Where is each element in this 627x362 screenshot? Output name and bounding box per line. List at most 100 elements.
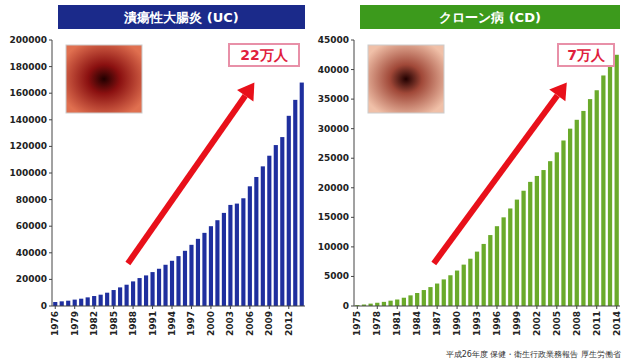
bar (267, 156, 271, 306)
bar (468, 259, 472, 306)
bar (138, 278, 142, 306)
bar (73, 300, 77, 306)
x-tick-label: 1997 (186, 311, 196, 336)
y-tick-label: 20000 (16, 274, 47, 284)
bar (382, 302, 386, 306)
y-tick-label: 0 (343, 301, 349, 311)
bars (355, 55, 619, 306)
bar (555, 152, 559, 306)
x-tick-label: 2008 (572, 311, 582, 336)
x-tick (191, 306, 192, 309)
y-tick-label: 25000 (318, 153, 349, 163)
bar (408, 295, 412, 306)
bar (293, 100, 297, 306)
bar (235, 204, 239, 306)
x-tick (477, 306, 478, 309)
arrow (434, 95, 558, 263)
y-tick-label: 5000 (324, 271, 349, 281)
x-tick (210, 306, 211, 309)
x-tick-label: 2000 (206, 311, 216, 336)
bar (488, 235, 492, 306)
bar (482, 244, 486, 306)
x-tick (74, 306, 75, 309)
bar (402, 298, 406, 306)
bar (568, 129, 572, 306)
y-tick-label: 20000 (318, 183, 349, 193)
x-tick-label: 1982 (89, 311, 99, 336)
bar (528, 182, 532, 306)
annotation-box (558, 44, 614, 66)
x-tick-label: 2011 (592, 311, 602, 336)
y-tick (49, 199, 52, 200)
bar (241, 198, 245, 306)
x-tick-label: 1988 (128, 311, 138, 336)
x-tick (536, 306, 537, 309)
bar (280, 137, 284, 306)
bar (53, 302, 57, 306)
bar (388, 301, 392, 306)
y-tick-label: 0 (41, 301, 47, 311)
bar (521, 191, 525, 306)
y-tick-label: 60000 (16, 221, 47, 231)
x-tick-label: 1979 (70, 311, 80, 336)
y-tick-label: 140000 (9, 115, 47, 125)
x-axis (52, 306, 305, 307)
x-tick (357, 306, 358, 309)
photo (66, 45, 142, 113)
arrow-head (237, 83, 254, 102)
bar (535, 176, 539, 306)
bar (99, 295, 103, 306)
y-tick (49, 93, 52, 94)
y-tick-label: 160000 (9, 88, 47, 98)
annotation: 7万人 (567, 47, 606, 63)
y-tick-label: 200000 (9, 35, 47, 45)
y-tick (49, 279, 52, 280)
bar (215, 220, 219, 306)
bar (442, 279, 446, 306)
x-tick (576, 306, 577, 309)
y-axis (354, 40, 355, 306)
y-tick-label: 45000 (318, 35, 349, 45)
bar (86, 297, 90, 306)
y-tick (49, 119, 52, 120)
panel: クローン病 (CD)050001000015000200002500030000… (318, 5, 622, 336)
photo (368, 45, 444, 113)
bar (601, 75, 605, 306)
bar (588, 99, 592, 306)
y-tick (351, 217, 354, 218)
canvas: 潰瘍性大腸炎 (UC)02000040000600008000010000012… (0, 0, 627, 362)
annotation-box (229, 44, 299, 66)
y-tick (49, 40, 52, 41)
bar (209, 226, 213, 306)
x-tick (417, 306, 418, 309)
x-tick (516, 306, 517, 309)
bar (150, 272, 154, 306)
y-tick (49, 173, 52, 174)
annotation: 22万人 (240, 47, 288, 63)
bar (462, 265, 466, 306)
y-tick-label: 35000 (318, 94, 349, 104)
bar (131, 281, 135, 306)
bar (170, 261, 174, 306)
x-tick-label: 1990 (452, 311, 462, 336)
y-tick (49, 226, 52, 227)
y-tick-label: 10000 (318, 242, 349, 252)
x-tick-label: 1985 (109, 311, 119, 336)
y-tick (49, 306, 52, 307)
bar (144, 275, 148, 306)
source: 平成26年度 保健・衛生行政業務報告 厚生労働省 (446, 350, 621, 359)
title: 潰瘍性大腸炎 (UC) (123, 10, 239, 25)
y-tick (49, 252, 52, 253)
bar (163, 265, 167, 306)
x-tick-label: 1994 (167, 311, 177, 336)
bar (455, 271, 459, 306)
title-banner (58, 5, 305, 29)
bar (248, 186, 252, 306)
x-tick (437, 306, 438, 309)
bar (112, 290, 116, 306)
x-tick (249, 306, 250, 309)
bar (274, 145, 278, 306)
y-tick (351, 158, 354, 159)
arrow-head (549, 83, 567, 102)
bar (125, 285, 129, 306)
